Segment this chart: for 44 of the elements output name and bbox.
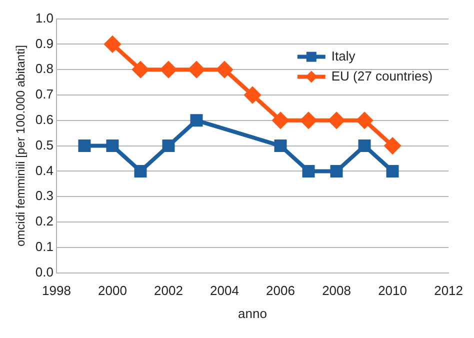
y-tick-label: 0.0 [35, 264, 54, 280]
point [302, 164, 315, 178]
point [132, 62, 148, 78]
y-tick-label: 0.2 [35, 214, 54, 229]
y-tick-label: 0.7 [35, 86, 54, 102]
x-tick-label: 2010 [378, 283, 407, 298]
x-tick-label: 1998 [42, 283, 71, 298]
point [134, 164, 147, 178]
x-tick-label: 2004 [210, 283, 239, 298]
point [272, 112, 289, 128]
point [188, 62, 204, 78]
point [78, 140, 91, 152]
legend-label: Italy [331, 48, 356, 64]
point [162, 140, 175, 152]
y-tick-label: 0.8 [35, 61, 54, 76]
point [160, 62, 176, 78]
x-tick-label: 2012 [434, 283, 463, 298]
point [300, 112, 317, 128]
y-tick-label: 0.6 [35, 112, 54, 127]
y-axis-title: omcidi femminili [per 100.000 abitanti] [14, 45, 28, 247]
legend-label: EU (27 countries) [331, 68, 433, 84]
y-tick-label: 0.1 [35, 238, 54, 254]
point [104, 36, 120, 52]
point [216, 62, 232, 78]
y-tick-label: 0.4 [35, 162, 54, 178]
point [356, 112, 373, 128]
point [106, 140, 119, 152]
y-tick-label: 1.0 [35, 10, 54, 26]
point [244, 87, 261, 103]
point [384, 138, 401, 154]
point [330, 164, 343, 178]
y-tick-label: 0.9 [35, 36, 54, 51]
x-tick-label: 2008 [322, 283, 351, 298]
y-tick-label: 0.3 [35, 188, 54, 204]
x-tick-label: 2000 [98, 283, 127, 298]
point [386, 164, 399, 178]
point [274, 140, 287, 152]
y-tick-label: 0.5 [35, 137, 54, 152]
x-tick-label: 2006 [266, 283, 295, 298]
point [328, 112, 345, 128]
point [190, 114, 203, 127]
point [358, 140, 371, 152]
x-tick-label: 2002 [154, 283, 183, 298]
x-axis-title: anno [238, 306, 267, 321]
